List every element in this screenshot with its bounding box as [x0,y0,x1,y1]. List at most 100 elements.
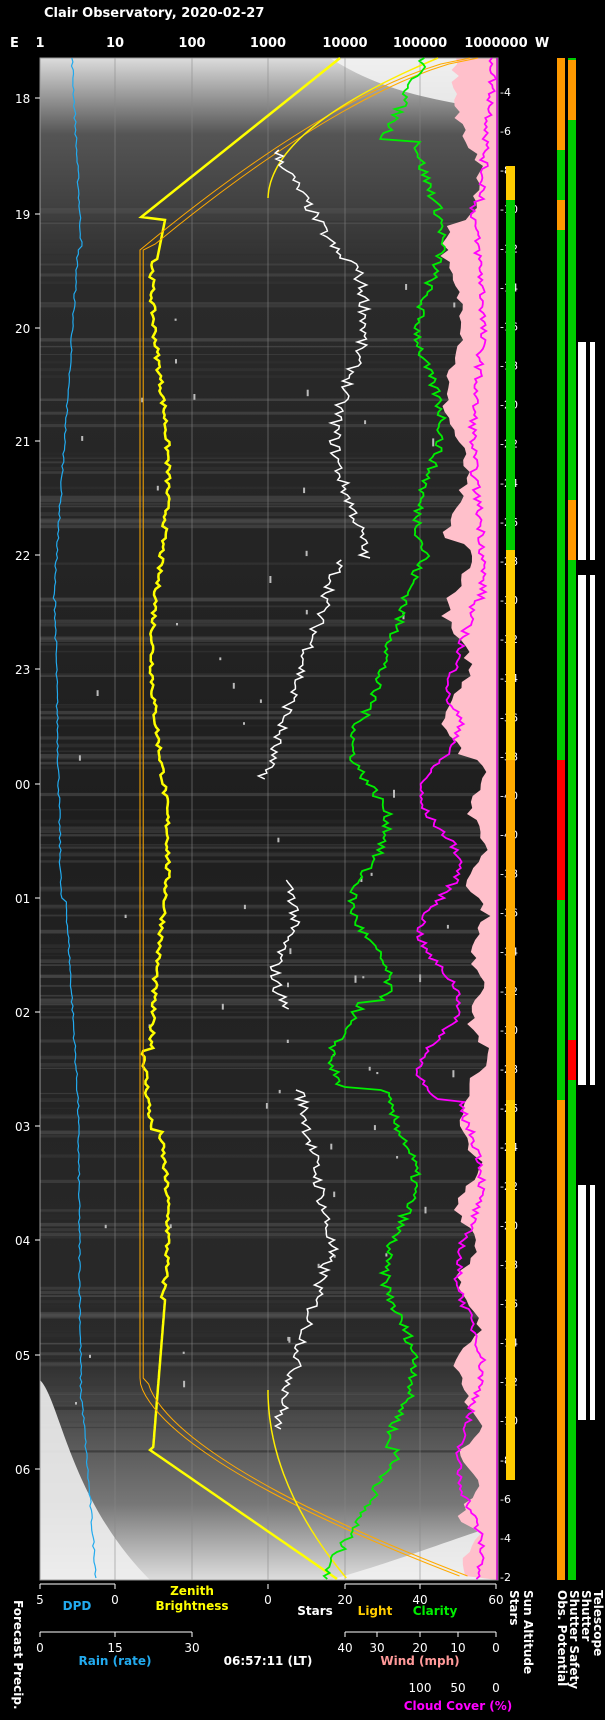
light-axis-label: Light [358,1604,393,1618]
timestamp: 06:57:11 (LT) [224,1654,313,1668]
sky-streak [40,1339,498,1343]
shutter-bar [578,575,586,1085]
time-tick-label: 00 [15,778,30,792]
plot-frame [39,57,499,1581]
twilight-curve-2 [142,57,479,1577]
stars-series [256,149,372,1430]
sky-star [333,1255,336,1258]
stars-segment [256,559,344,780]
sky-star [354,975,357,983]
sky-streak [40,1130,498,1134]
sky-streak [40,423,498,428]
sky-streak [40,1392,498,1394]
sky-star [360,876,363,882]
sky-star [368,1066,371,1071]
wind-area [440,58,498,1580]
time-tick-label: 05 [15,1349,30,1363]
sky-streak [40,1217,498,1220]
sky-streak [40,1209,498,1212]
shutter-bar [578,342,586,560]
sky-streak [40,505,498,508]
bottom-tick-label: 40 [412,1593,427,1607]
sky-star [317,1263,320,1269]
sky-streak [40,1390,498,1392]
sky-streak [40,368,498,372]
sky-star [373,1125,376,1131]
top-tick-label: E [10,36,19,51]
sun-altitude-tick: -4 [500,86,511,99]
sky-streak [40,1107,498,1109]
zenith-axis-label-2: Brightness [155,1599,228,1613]
sky-star [364,420,367,425]
sky-streak [40,1426,498,1429]
sky-streak [40,1114,498,1117]
stars-bar [506,760,515,1100]
top-tick-label: 100000 [393,36,447,51]
sky-streak [40,1244,498,1246]
sky-star [232,682,235,689]
sky-streak [40,471,498,474]
sky-streak [40,302,498,306]
sky-star [96,690,99,696]
shutter-safety-bar [568,60,576,120]
time-tick-label: 20 [15,322,30,336]
time-tick-label: 19 [15,208,30,222]
sky-star [330,1143,333,1150]
sky-streak [40,724,498,727]
sky-star [376,1072,379,1075]
sky-star [265,1103,268,1109]
sky-streak [40,1016,498,1019]
sky-star [446,924,449,929]
sky-streak [40,886,498,890]
obs-potential-bar [557,150,565,200]
sky-streak [40,605,498,608]
sky-streak [40,1222,498,1227]
sky-streak [40,1004,498,1006]
sky-streak [40,1116,498,1119]
sky-streak [40,860,498,863]
sky-streak [40,343,498,345]
sky-star [305,609,308,615]
sky-star [269,576,272,583]
time-tick-label: 04 [15,1234,30,1248]
sky-streak [40,853,498,857]
shutter-safety-bar [568,58,576,1580]
sky-streak [40,1313,498,1318]
sky-star [183,1380,186,1388]
sky-star [287,982,289,988]
sky-streak [40,455,498,459]
sky-star [169,1224,172,1229]
sky-star [453,302,456,308]
sky-streak [40,240,498,244]
sky-star [452,1070,455,1078]
sky-streak [40,829,498,834]
sky-streak [40,281,498,284]
sky-streak [40,1134,498,1138]
sky-star [124,914,127,918]
sky-streak [40,597,498,602]
stars-bar [506,166,515,200]
gridlines [39,57,499,1581]
vertical-label: Stars [507,1590,521,1626]
stars-bar [506,550,515,760]
sun-altitude-tick: -6 [500,125,511,138]
dawn-haze-right [330,1525,498,1580]
sky-streak [40,1092,498,1095]
bottom-tick-label: 0 [111,1593,119,1607]
sky-streak [40,1344,498,1347]
bottom-tick-label: 30 [369,1641,384,1655]
sky-star [287,1336,290,1341]
sun-light-series [267,57,439,199]
sky-star [277,837,280,843]
time-tick-label: 23 [15,663,30,677]
bottom-tick-label: 5 [36,1593,44,1607]
cloud-tick-label: 50 [450,1681,465,1695]
chart-title: Clair Observatory, 2020-02-27 [44,6,264,21]
sky-streak [40,889,498,892]
sky-streak [40,421,498,423]
top-tick-label: 100 [178,36,205,51]
time-tick-label: 21 [15,435,30,449]
sky-streak [40,1211,498,1213]
sky-streak [40,710,498,715]
sky-streak [40,1333,498,1337]
